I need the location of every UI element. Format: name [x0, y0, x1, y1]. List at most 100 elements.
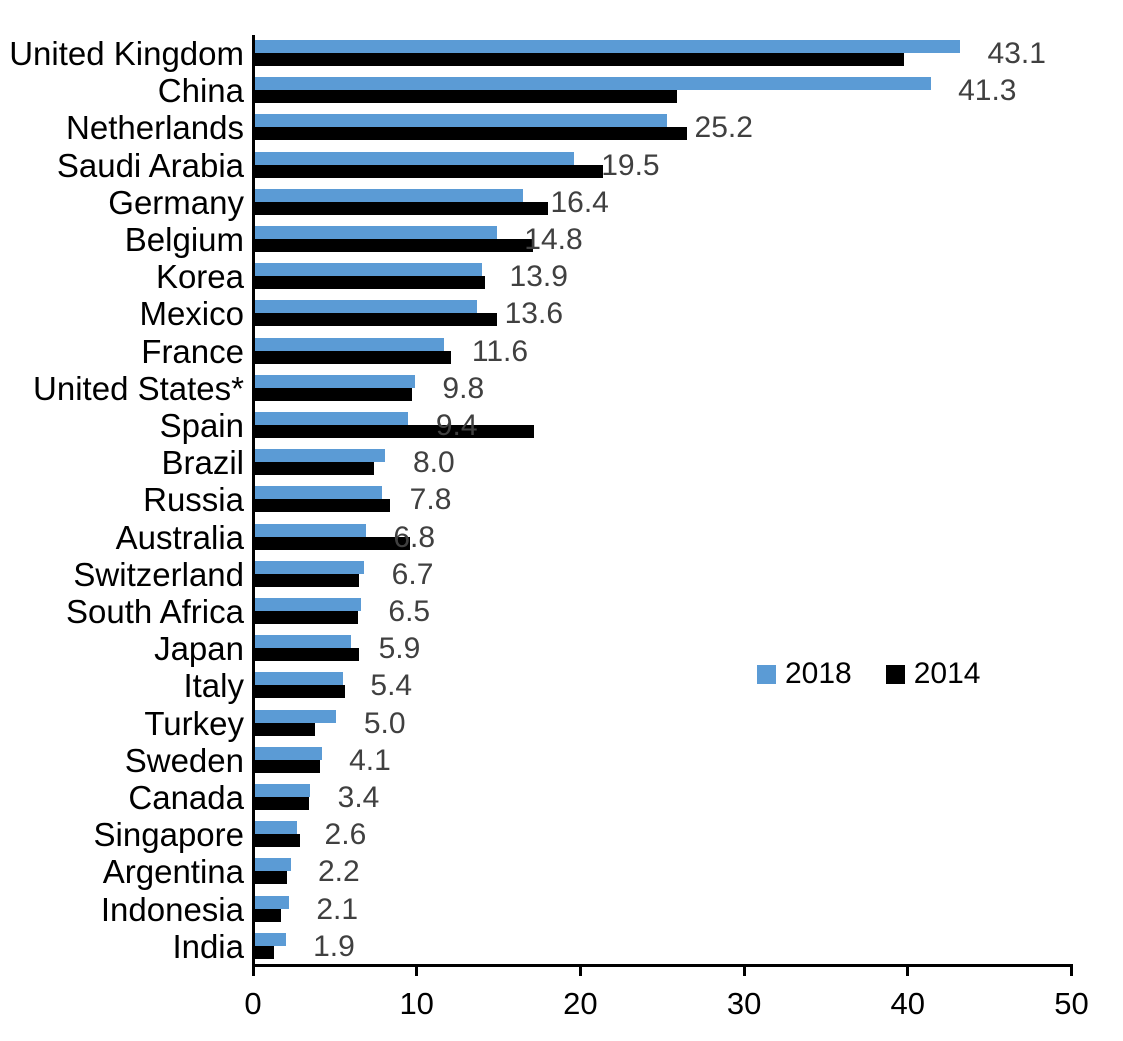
- bar-2018-china: [254, 77, 931, 91]
- category-row-canada: Canada 3.4: [0, 779, 1123, 816]
- bar-2018-france: [254, 337, 445, 351]
- value-label-germany: 16.4: [550, 185, 609, 219]
- x-tick-label-30: 30: [726, 986, 762, 1021]
- value-label-russia: 7.8: [409, 483, 452, 517]
- bar-2014-belgium: [254, 239, 533, 252]
- value-label-brazil: 8.0: [412, 446, 455, 480]
- value-label-saudi-arabia: 19.5: [601, 148, 660, 182]
- bar-2018-japan: [254, 635, 352, 649]
- legend-item-2018: 2018: [757, 657, 852, 691]
- bar-2014-australia: [254, 536, 410, 550]
- category-row-south-africa: South Africa 6.5: [0, 593, 1123, 630]
- category-row-japan: Japan 5.9: [0, 630, 1123, 667]
- x-tick-50: [1070, 966, 1073, 976]
- bar-2014-turkey: [254, 722, 316, 736]
- bar-2018-sweden: [254, 746, 322, 760]
- category-row-germany: Germany 16.4: [0, 184, 1123, 221]
- legend: 2018 2014: [757, 657, 981, 691]
- category-row-switzerland: Switzerland 6.7: [0, 556, 1123, 593]
- category-row-china: China 41.3: [0, 72, 1123, 109]
- category-row-netherlands: Netherlands 25.2: [0, 109, 1123, 146]
- value-label-australia: 6.8: [393, 520, 436, 554]
- bar-2018-singapore: [254, 821, 298, 835]
- x-tick-10: [415, 966, 419, 976]
- bar-2014-china: [254, 90, 677, 104]
- bar-2018-united-states: [254, 374, 415, 388]
- value-label-canada: 3.4: [337, 781, 380, 814]
- category-row-united-kingdom: United Kingdom 43.1: [0, 35, 1123, 72]
- bar-2018-mexico: [254, 300, 478, 314]
- x-axis-line: [251, 963, 1073, 967]
- bar-2014-united-kingdom: [254, 53, 905, 66]
- bar-2014-brazil: [254, 462, 374, 476]
- bar-2014-indonesia: [254, 908, 281, 922]
- legend-swatch-icon-2014: [885, 664, 905, 684]
- value-label-argentina: 2.2: [318, 855, 360, 889]
- category-label-russia: Russia: [143, 481, 244, 519]
- category-label-turkey: Turkey: [144, 704, 244, 742]
- category-label-saudi-arabia: Saudi Arabia: [56, 146, 244, 184]
- bar-2018-italy: [254, 672, 343, 686]
- category-row-india: India 1.9: [0, 928, 1123, 965]
- x-tick-40: [906, 966, 910, 976]
- bar-2018-switzerland: [254, 560, 365, 574]
- bar-2014-netherlands: [254, 127, 687, 141]
- bar-2018-netherlands: [254, 114, 668, 128]
- category-row-argentina: Argentina 2.2: [0, 853, 1123, 890]
- category-row-spain: Spain 9.4: [0, 407, 1123, 444]
- category-row-mexico: Mexico 13.6: [0, 295, 1123, 332]
- category-label-canada: Canada: [128, 779, 244, 816]
- bar-2014-south-africa: [254, 611, 358, 624]
- category-label-spain: Spain: [159, 407, 244, 444]
- bar-2018-argentina: [254, 858, 291, 872]
- bar-2014-canada: [254, 797, 309, 810]
- x-tick-label-0: 0: [244, 986, 262, 1021]
- x-tick-label-20: 20: [563, 986, 598, 1021]
- category-row-australia: Australia 6.8: [0, 519, 1123, 556]
- bar-2018-korea: [254, 263, 483, 277]
- value-label-italy: 5.4: [370, 669, 413, 703]
- value-label-switzerland: 6.7: [391, 557, 434, 591]
- bar-2018-indonesia: [254, 895, 289, 909]
- category-label-china: China: [157, 72, 244, 110]
- category-label-netherlands: Netherlands: [66, 109, 244, 147]
- value-label-japan: 5.9: [378, 632, 421, 666]
- bar-2014-mexico: [254, 313, 497, 327]
- category-label-mexico: Mexico: [139, 295, 244, 333]
- category-row-belgium: Belgium 14.8: [0, 221, 1123, 258]
- legend-swatch-icon-2018: [757, 664, 776, 684]
- category-label-australia: Australia: [115, 518, 244, 556]
- bar-2014-switzerland: [254, 573, 360, 587]
- value-label-india: 1.9: [313, 929, 355, 963]
- category-label-switzerland: Switzerland: [73, 555, 244, 593]
- category-row-russia: Russia 7.8: [0, 481, 1123, 518]
- value-label-sweden: 4.1: [349, 743, 391, 777]
- bar-2014-russia: [254, 499, 391, 513]
- category-row-italy: Italy 5.4: [0, 667, 1123, 704]
- value-label-turkey: 5.0: [363, 706, 406, 740]
- legend-item-2014: 2014: [885, 657, 981, 691]
- x-tick-20: [578, 966, 582, 976]
- category-row-france: France 11.6: [0, 333, 1123, 370]
- bar-2014-korea: [254, 276, 486, 290]
- value-label-south-africa: 6.5: [388, 595, 431, 628]
- bar-2014-spain: [254, 425, 535, 438]
- category-label-united-states: United States*: [33, 369, 244, 407]
- bar-2018-brazil: [254, 449, 386, 463]
- category-row-saudi-arabia: Saudi Arabia 19.5: [0, 147, 1123, 184]
- category-label-italy: Italy: [183, 667, 244, 705]
- bar-2018-south-africa: [254, 598, 361, 611]
- value-label-spain: 9.4: [435, 409, 478, 442]
- value-label-united-states: 9.8: [442, 371, 485, 405]
- legend-label-2014: 2014: [913, 657, 981, 690]
- category-row-turkey: Turkey 5.0: [0, 705, 1123, 742]
- category-label-united-kingdom: United Kingdom: [9, 35, 244, 72]
- bar-2018-india: [254, 932, 286, 946]
- bar-2018-united-kingdom: [254, 40, 961, 53]
- category-label-japan: Japan: [154, 630, 244, 668]
- bar-2018-australia: [254, 523, 366, 537]
- bar-2018-russia: [254, 486, 383, 500]
- value-label-mexico: 13.6: [504, 297, 564, 331]
- x-tick-30: [742, 966, 746, 976]
- category-row-singapore: Singapore 2.6: [0, 816, 1123, 853]
